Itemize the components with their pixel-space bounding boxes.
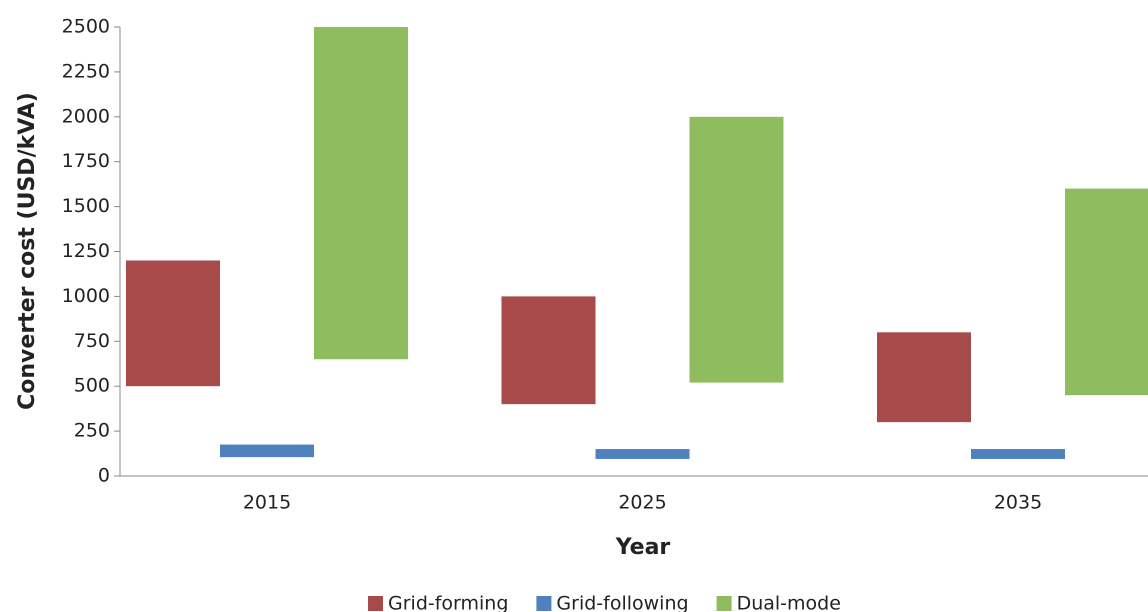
y-tick-label: 0	[98, 465, 110, 487]
y-tick-label: 1250	[62, 240, 110, 262]
legend-label: Grid-following	[556, 593, 688, 612]
y-tick-label: 1000	[62, 285, 110, 307]
y-axis-title: Converter cost (USD/kVA)	[15, 92, 40, 410]
y-tick-label: 500	[74, 375, 110, 397]
bar	[220, 444, 314, 458]
x-tick-label: 2025	[618, 492, 666, 514]
legend-swatch	[536, 596, 552, 611]
bar	[971, 449, 1065, 459]
y-tick-label: 2500	[62, 16, 110, 38]
bar	[501, 296, 596, 405]
y-tick-label: 1750	[62, 150, 110, 172]
legend-swatch	[716, 596, 732, 611]
legend-label: Grid-forming	[388, 593, 508, 612]
x-axis-title: Year	[615, 535, 671, 560]
legend-label: Dual-mode	[737, 593, 841, 612]
y-tick-label: 2000	[62, 105, 110, 127]
x-tick-label: 2015	[243, 492, 291, 514]
bar	[595, 449, 690, 459]
x-tick-label: 2035	[994, 492, 1042, 514]
bar	[126, 260, 220, 387]
bar	[1065, 188, 1148, 396]
y-tick-label: 1500	[62, 195, 110, 217]
y-tick-label: 2250	[62, 60, 110, 82]
bar	[689, 116, 784, 383]
y-tick-label: 750	[74, 330, 110, 352]
y-tick-label: 250	[74, 420, 110, 442]
bar	[314, 27, 408, 360]
bar	[877, 332, 971, 423]
legend-swatch	[368, 596, 383, 611]
